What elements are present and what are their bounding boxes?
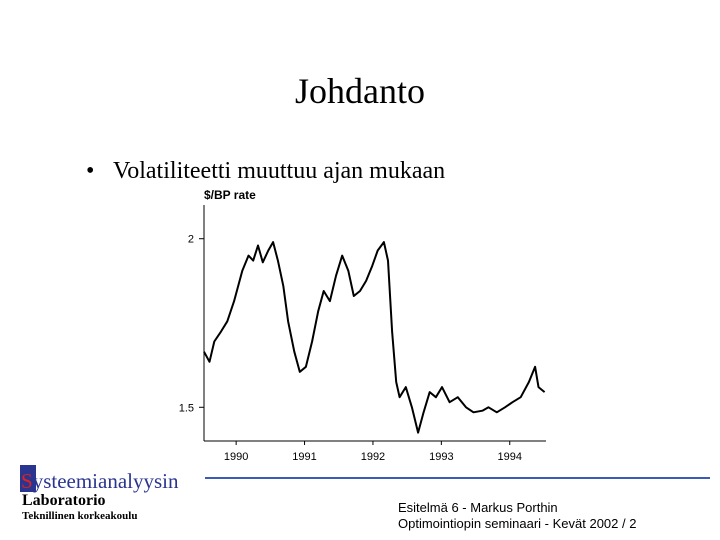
y-tick-label: 2 [188,234,194,246]
logo-initial: S [21,469,33,493]
logo-institution: Teknillinen korkeakoulu [22,510,137,522]
logo-box [20,465,36,492]
x-tick-label: 1992 [361,451,385,463]
x-tick-label: 1993 [429,451,453,463]
bullet-mark: • [86,158,94,184]
logo-subtitle: Laboratorio [22,492,106,509]
bullet-text: Volatiliteetti muuttuu ajan mukaan [113,158,445,184]
footer-line: Optimointiopin seminaari - Kevät 2002 / … [398,516,636,531]
y-tick-label: 1.5 [179,402,194,414]
data-line [203,241,546,434]
footer-line: Esitelmä 6 - Markus Porthin [398,500,558,515]
x-tick-label: 1990 [224,451,248,463]
logo-name: Systeemianalyysin [21,469,179,493]
y-axis-label: $/BP rate [204,188,256,202]
slide-title: Johdanto [295,71,425,111]
x-tick-label: 1994 [498,451,522,463]
x-tick-label: 1991 [292,451,316,463]
logo-rest: ysteemianalyysin [33,469,179,493]
